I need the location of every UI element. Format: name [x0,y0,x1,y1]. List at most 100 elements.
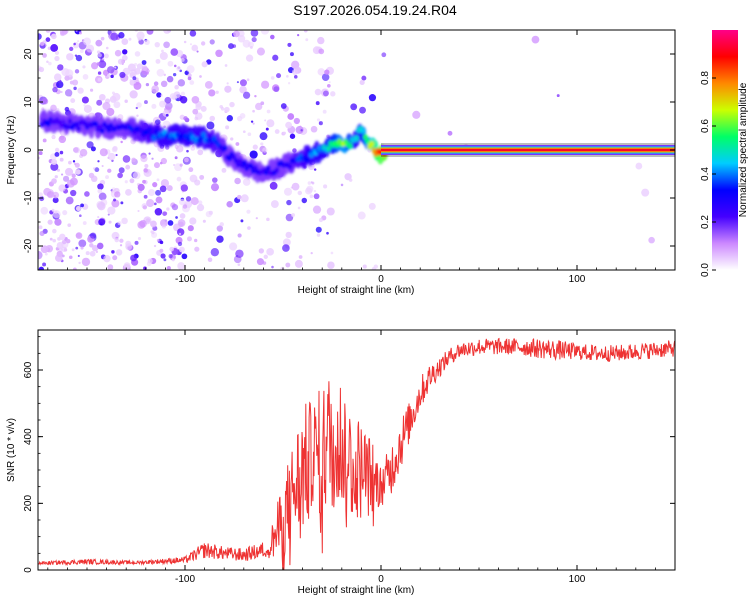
heatmap-noise-speck [68,160,72,165]
heatmap-noise-speck [229,242,238,251]
heatmap-noise-speck [180,184,189,192]
heatmap-noise-speck [95,250,99,254]
heatmap-noise-speck [70,189,77,197]
heatmap-noise-speck [169,246,174,252]
heatmap-noise-speck [187,76,192,81]
heatmap-noise-speck [282,244,290,252]
heatmap-noise-speck [171,258,175,262]
heatmap-x-tick-label: 100 [569,274,586,285]
heatmap-noise-speck [65,238,71,244]
heatmap-noise-speck [92,167,96,170]
heatmap-noise-speck [52,191,60,199]
heatmap-noise-speck [145,71,149,75]
heatmap-noise-speck [129,79,132,82]
heatmap-noise-speck [146,30,154,35]
heatmap-noise-speck [163,211,168,216]
heatmap-noise-speck [648,236,655,244]
heatmap-noise-speck [166,207,170,211]
heatmap-noise-speck [245,54,254,62]
heatmap-noise-speck [641,188,650,197]
colorbar-tick-label: 0.8 [700,71,711,85]
heatmap-noise-speck [156,238,160,242]
heatmap-noise-speck [77,40,80,43]
heatmap-noise-speck [112,92,121,102]
heatmap-noise-speck [228,43,234,50]
heatmap-noise-speck [330,251,334,255]
heatmap-noise-speck [184,157,189,163]
heatmap-ridge-core [242,159,248,166]
heatmap-noise-speck [191,144,195,148]
heatmap-noise-speck [44,252,48,256]
heatmap-carrier-band [381,143,675,157]
heatmap-noise-speck [242,91,251,99]
heatmap-noise-speck [187,225,194,232]
heatmap-noise-speck [181,253,188,260]
heatmap-noise-speck [51,208,55,212]
heatmap-noise-speck [124,180,128,184]
heatmap-noise-speck [136,114,139,117]
heatmap-noise-speck [54,55,60,62]
heatmap-noise-speck [183,116,188,121]
heatmap-noise-speck [142,179,146,184]
heatmap-noise-speck [134,51,141,57]
heatmap-ridge-core [326,145,332,152]
heatmap-noise-speck [129,69,137,77]
heatmap-noise-speck [159,185,167,193]
heatmap-noise-speck [207,257,213,263]
heatmap-noise-speck [45,37,51,42]
heatmap-noise-speck [237,263,241,266]
heatmap-noise-speck [110,32,119,41]
heatmap-noise-speck [239,79,247,87]
heatmap-noise-speck [359,106,366,114]
heatmap-noise-speck [122,155,131,163]
heatmap-noise-speck [318,217,324,223]
heatmap-noise-speck [224,64,228,67]
heatmap-noise-speck [120,140,123,144]
heatmap-noise-speck [52,197,59,204]
heatmap-noise-speck [107,168,112,173]
heatmap-noise-speck [108,220,112,224]
heatmap-noise-speck [163,41,170,49]
heatmap-noise-speck [97,183,104,190]
heatmap-noise-speck [272,54,279,61]
heatmap-noise-speck [58,184,66,192]
heatmap-ridge-core [147,126,153,133]
heatmap-noise-speck [150,220,157,228]
heatmap-noise-speck [151,231,158,238]
heatmap-noise-speck [216,235,224,243]
heatmap-noise-speck [79,49,84,54]
heatmap-noise-speck [159,161,163,165]
heatmap-noise-speck [56,168,61,172]
heatmap-noise-speck [326,207,335,216]
heatmap-noise-speck [300,129,303,132]
heatmap-noise-speck [62,210,68,216]
heatmap-y-tick-label: -20 [23,238,34,253]
heatmap-noise-speck [120,201,124,205]
heatmap-noise-speck [111,250,115,254]
heatmap-noise-speck [100,36,105,41]
heatmap-noise-speck [156,68,165,77]
heatmap-noise-speck [270,34,275,40]
heatmap-noise-speck [317,36,325,45]
heatmap-noise-speck [161,224,167,229]
heatmap-noise-speck [224,85,232,93]
heatmap-noise-speck [192,108,199,115]
heatmap-ridge-core [265,165,271,172]
heatmap-noise-speck [313,168,317,171]
heatmap-noise-speck [194,246,200,252]
heatmap-noise-speck [170,48,179,56]
heatmap-noise-speck [118,167,125,174]
heatmap-ridge-core [106,127,112,134]
heatmap-noise-speck [136,31,145,40]
heatmap-noise-speck [212,177,218,183]
heatmap-noise-speck [132,76,137,81]
heatmap-noise-speck [118,32,125,39]
heatmap-noise-speck [187,73,192,78]
heatmap-noise-speck [50,33,57,40]
heatmap-noise-speck [114,49,122,57]
heatmap-noise-speck [91,245,99,252]
heatmap-noise-speck [153,162,160,169]
heatmap-noise-speck [350,103,358,111]
heatmap-ridge-core [274,167,280,174]
heatmap-noise-speck [143,194,148,199]
